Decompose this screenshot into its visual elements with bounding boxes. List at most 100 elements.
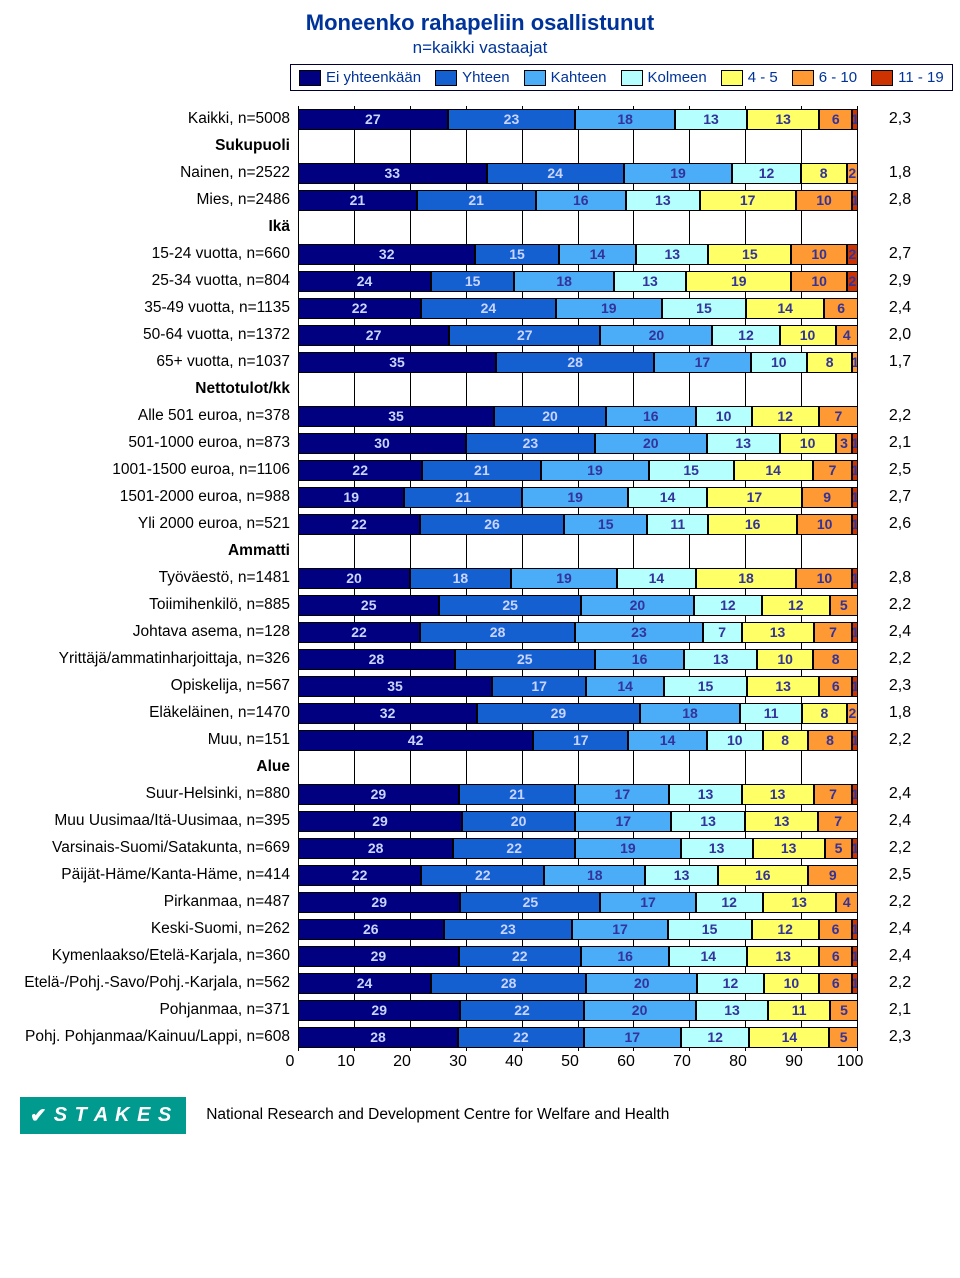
bar-segment: 22 xyxy=(298,622,420,643)
chart-row: Opiskelija, n=5673517141513612,3 xyxy=(20,673,940,700)
bar-segment: 19 xyxy=(522,487,628,508)
axis-tick: 70 xyxy=(673,1053,691,1071)
bar-segment: 13 xyxy=(745,811,819,832)
bar-segment: 7 xyxy=(703,622,742,643)
bar-segment: 17 xyxy=(584,1027,681,1048)
legend-item: 4 - 5 xyxy=(721,69,778,86)
stacked-bar: 302320131031 xyxy=(298,433,858,454)
row-label: Opiskelija, n=567 xyxy=(20,677,298,695)
bar-segment: 12 xyxy=(752,919,819,940)
axis-tick: 30 xyxy=(449,1053,467,1071)
bar-segment: 22 xyxy=(458,1027,584,1048)
bar-segment: 20 xyxy=(462,811,575,832)
bar-wrap: 3215141315102 xyxy=(298,241,858,268)
bar-wrap: 192119141791 xyxy=(298,484,858,511)
bar-segment: 1 xyxy=(852,946,858,967)
chart-row: 65+ vuotta, n=103735281710811,7 xyxy=(20,349,940,376)
axis-tick: 80 xyxy=(729,1053,747,1071)
bar-segment: 1 xyxy=(852,514,858,535)
bar-segment: 13 xyxy=(626,190,700,211)
bar-segment: 17 xyxy=(600,892,695,913)
bar-segment: 13 xyxy=(753,838,825,859)
bar-segment: 6 xyxy=(819,973,852,994)
legend-item: Yhteen xyxy=(435,69,510,86)
bar-segment: 32 xyxy=(298,703,477,724)
bar-segment: 4 xyxy=(836,325,858,346)
bar-segment: 7 xyxy=(819,406,858,427)
chart-row: 1501-2000 euroa, n=9881921191417912,7 xyxy=(20,484,940,511)
legend-item: 11 - 19 xyxy=(871,69,944,86)
chart-row: Muu Uusimaa/Itä-Uusimaa, n=3952920171313… xyxy=(20,808,940,835)
bar-segment: 13 xyxy=(742,622,814,643)
bar-wrap: 3528171081 xyxy=(298,349,858,376)
stacked-bar: 22221813169 xyxy=(298,865,858,886)
bar-segment: 7 xyxy=(814,784,853,805)
row-label: Työväestö, n=1481 xyxy=(20,569,298,587)
bar-segment: 15 xyxy=(475,244,558,265)
bar-segment: 22 xyxy=(421,865,544,886)
chart-row: Nainen, n=252233241912821,8 xyxy=(20,160,940,187)
row-average: 2,1 xyxy=(858,1001,930,1019)
row-average: 2,4 xyxy=(858,623,930,641)
bar-segment: 13 xyxy=(696,1000,769,1021)
row-label: 15-24 vuotta, n=660 xyxy=(20,245,298,263)
bar-segment: 22 xyxy=(298,298,421,319)
row-label: 35-49 vuotta, n=1135 xyxy=(20,299,298,317)
bar-wrap: 22282371371 xyxy=(298,619,858,646)
bar-wrap: 282219131351 xyxy=(298,835,858,862)
bar-segment: 25 xyxy=(455,649,595,670)
bar-segment: 24 xyxy=(487,163,624,184)
bar-segment: 6 xyxy=(824,298,858,319)
row-label: Kymenlaakso/Etelä-Karjala, n=360 xyxy=(20,947,298,965)
bar-segment: 12 xyxy=(681,1027,750,1048)
bar-segment: 1 xyxy=(852,487,858,508)
bar-segment: 22 xyxy=(298,865,421,886)
bar-segment: 13 xyxy=(681,838,753,859)
bar-segment: 17 xyxy=(575,811,671,832)
stacked-bar: 282219131351 xyxy=(298,838,858,859)
chart-row: Alue xyxy=(20,754,940,781)
bar-wrap: 22221813169 xyxy=(298,862,858,889)
legend-label: Ei yhteenkään xyxy=(326,69,421,86)
bar-segment: 20 xyxy=(494,406,606,427)
legend-swatch xyxy=(299,70,321,86)
bar-segment: 12 xyxy=(762,595,830,616)
bar-segment: 20 xyxy=(586,973,697,994)
bar-segment: 23 xyxy=(575,622,703,643)
bar-segment: 19 xyxy=(686,271,791,292)
row-label: Nainen, n=2522 xyxy=(20,164,298,182)
bar-segment: 17 xyxy=(492,676,586,697)
bar-segment: 14 xyxy=(746,298,824,319)
bar-segment: 1 xyxy=(852,568,858,589)
x-axis: 0102030405060708090100 xyxy=(290,1053,850,1077)
bar-segment: 15 xyxy=(662,298,746,319)
legend-item: Kolmeen xyxy=(621,69,707,86)
bar-segment: 1 xyxy=(852,460,858,481)
bar-segment: 14 xyxy=(586,676,664,697)
bar-segment: 5 xyxy=(825,838,853,859)
stacked-bar: 292117131371 xyxy=(298,784,858,805)
stacked-bar: 2415181319102 xyxy=(298,271,858,292)
row-label: Suur-Helsinki, n=880 xyxy=(20,785,298,803)
bar-segment: 6 xyxy=(819,109,852,130)
bar-segment: 27 xyxy=(298,109,448,130)
bar-segment: 12 xyxy=(697,973,764,994)
chart-row: 25-34 vuotta, n=80424151813191022,9 xyxy=(20,268,940,295)
row-average: 2,2 xyxy=(858,650,930,668)
row-label: Eläkeläinen, n=1470 xyxy=(20,704,298,722)
row-average: 2,2 xyxy=(858,596,930,614)
bar-segment: 22 xyxy=(459,946,581,967)
bar-segment: 17 xyxy=(533,730,628,751)
bar-wrap xyxy=(298,538,858,565)
stacked-bar: 29201713137 xyxy=(298,811,858,832)
bar-segment: 15 xyxy=(431,271,514,292)
bar-segment: 12 xyxy=(732,163,801,184)
bar-segment: 20 xyxy=(584,1000,696,1021)
row-label: Muu Uusimaa/Itä-Uusimaa, n=395 xyxy=(20,812,298,830)
row-average: 2,9 xyxy=(858,272,930,290)
legend-swatch xyxy=(435,70,457,86)
bar-segment: 13 xyxy=(669,784,741,805)
bar-wrap: 242820121061 xyxy=(298,970,858,997)
bar-segment: 17 xyxy=(575,784,669,805)
stacked-bar: 29222013115 xyxy=(298,1000,858,1021)
